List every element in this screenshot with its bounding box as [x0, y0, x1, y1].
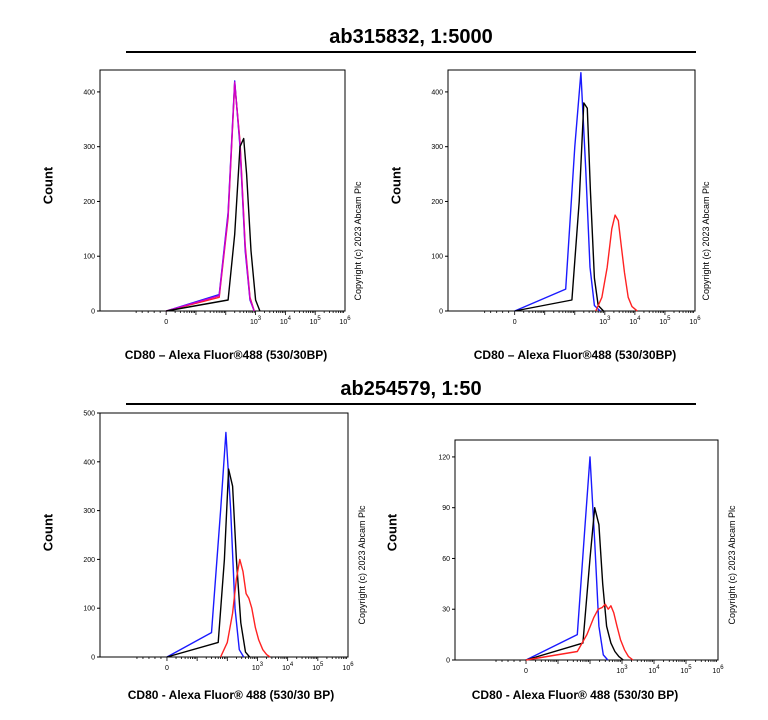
- y-tick-label: 90: [442, 505, 450, 512]
- copyright-text: Copyright (c) 2023 Abcam Plc: [727, 505, 737, 625]
- histogram-series: [166, 137, 261, 312]
- y-tick-label: 200: [83, 199, 95, 206]
- y-tick-label: 200: [83, 557, 95, 564]
- x-axis-label: CD80 – Alexa Fluor®488 (530/30BP): [473, 348, 677, 362]
- y-tick-label: 30: [442, 607, 450, 614]
- x-tick-label: 103: [616, 665, 628, 675]
- plot-frame: [454, 439, 719, 661]
- x-tick-label: 104: [282, 662, 294, 672]
- histogram-series: [166, 468, 251, 658]
- x-tick-label: 105: [680, 665, 692, 675]
- y-tick-label: 100: [431, 254, 443, 261]
- y-tick-label: 500: [83, 411, 95, 418]
- y-tick-label: 100: [83, 254, 95, 261]
- x-axis-label: CD80 - Alexa Fluor® 488 (530/30 BP): [127, 688, 335, 702]
- x-tick-label: 103: [599, 316, 611, 326]
- section-divider-2: [126, 403, 696, 405]
- section-title-2: ab254579, 1:50: [340, 378, 482, 400]
- x-tick-label: 104: [280, 316, 292, 326]
- x-tick-label: 106: [689, 316, 701, 326]
- x-tick-label: 104: [648, 665, 660, 675]
- x-tick-label: 0: [165, 665, 169, 672]
- x-tick-label: 106: [339, 316, 351, 326]
- y-tick-label: 300: [83, 144, 95, 151]
- histogram-chart-1: 0 100 200 300 400 0 103 104 105 106: [83, 69, 351, 326]
- x-tick-label: 104: [629, 316, 641, 326]
- histogram-series: [525, 603, 634, 661]
- histogram-series: [595, 214, 638, 312]
- y-tick-label: 0: [91, 655, 95, 662]
- y-tick-label: 300: [83, 508, 95, 515]
- histogram-chart-3: 0 100 200 300 400 500 0 103 104 105 106: [83, 411, 354, 673]
- x-tick-label: 103: [250, 316, 262, 326]
- section-title-1: ab315832, 1:5000: [329, 26, 493, 48]
- y-tick-label: 60: [442, 556, 450, 563]
- x-axis-label: CD80 – Alexa Fluor®488 (530/30BP): [124, 348, 328, 362]
- y-tick-label: 400: [431, 89, 443, 96]
- histogram-series: [219, 558, 271, 658]
- histogram-chart-2: 0 100 200 300 400 0 103 104 105 106: [431, 69, 701, 326]
- x-tick-label: 0: [513, 319, 517, 326]
- y-tick-label: 100: [83, 606, 95, 613]
- x-tick-label: 106: [712, 665, 724, 675]
- histogram-series: [525, 456, 609, 661]
- y-tick-label: 400: [83, 89, 95, 96]
- x-tick-label: 0: [524, 668, 528, 675]
- y-tick-label: 300: [431, 144, 443, 151]
- y-tick-label: 400: [83, 459, 95, 466]
- section-divider-1: [126, 51, 696, 53]
- y-tick-label: 0: [446, 658, 450, 665]
- histogram-series: [166, 81, 255, 312]
- x-tick-label: 106: [342, 662, 354, 672]
- x-tick-label: 103: [252, 662, 264, 672]
- x-tick-label: 105: [312, 662, 324, 672]
- x-axis-label: CD80 - Alexa Fluor® 488 (530/30 BP): [471, 688, 679, 702]
- y-tick-label: 0: [439, 309, 443, 316]
- x-tick-label: 105: [659, 316, 671, 326]
- histogram-series: [514, 102, 605, 312]
- y-tick-label: 120: [438, 454, 450, 461]
- x-tick-label: 105: [310, 316, 322, 326]
- histogram-series: [525, 507, 624, 661]
- y-tick-label: 0: [91, 309, 95, 316]
- x-tick-label: 0: [164, 319, 168, 326]
- y-tick-label: 200: [431, 199, 443, 206]
